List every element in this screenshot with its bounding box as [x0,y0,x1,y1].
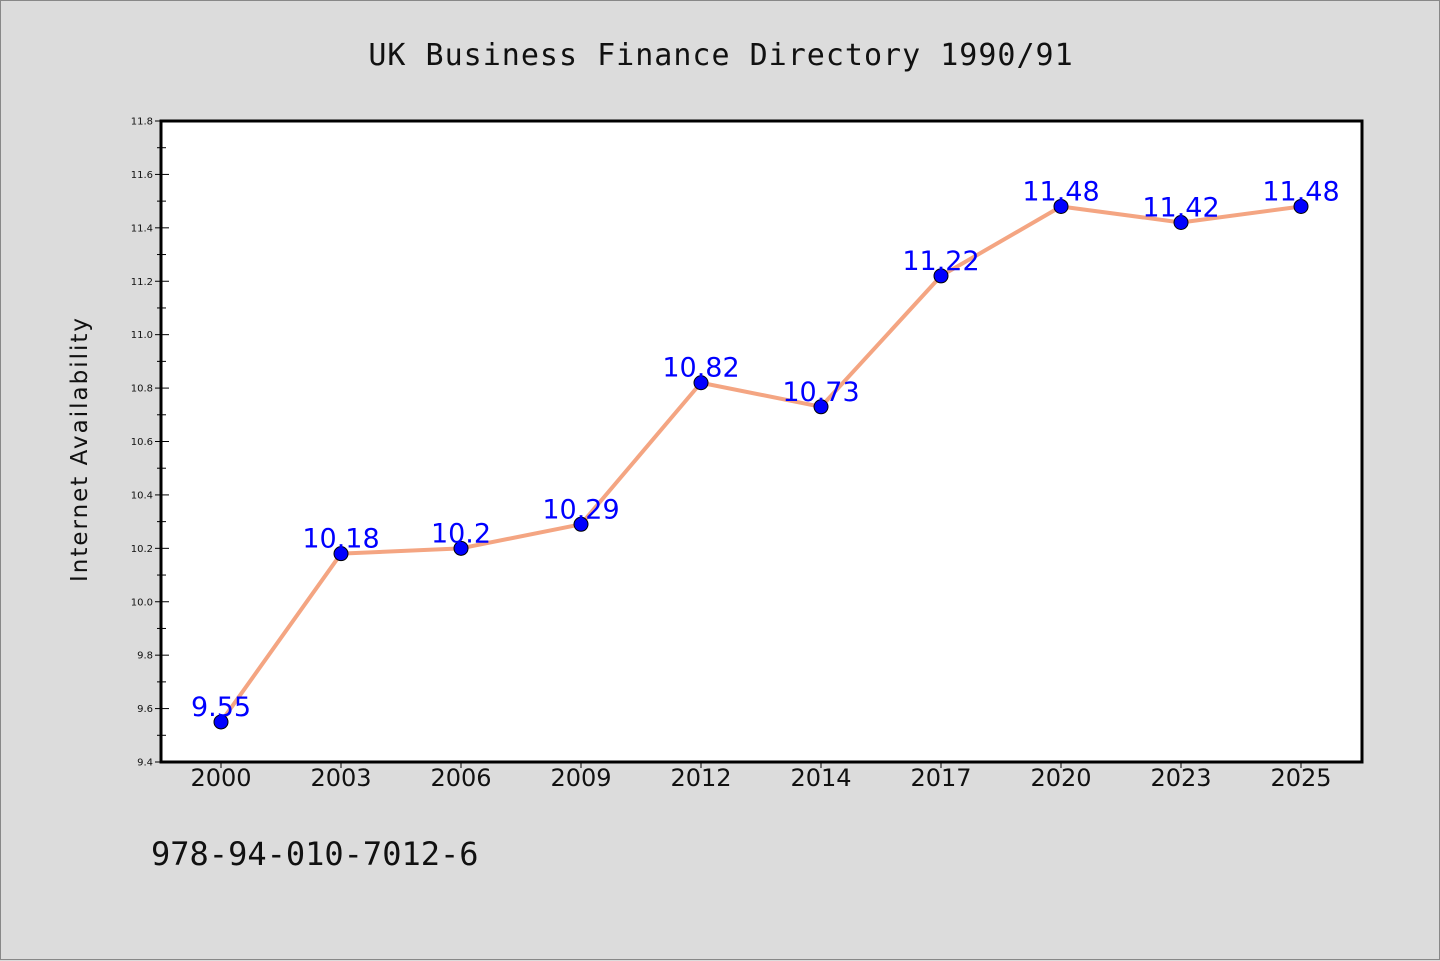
y-tick-label: 9.4 [137,758,153,769]
y-tick-label: 10.2 [131,544,153,555]
y-tick-label: 11.2 [131,277,153,288]
y-tick-label: 10.4 [131,490,153,501]
chart-title: UK Business Finance Directory 1990/91 [368,38,1073,73]
x-tick-label: 2014 [790,764,851,792]
data-point [573,516,589,532]
data-label: 10.82 [662,353,739,384]
data-point [813,399,829,415]
x-tick-label: 2006 [430,764,491,792]
data-point [1293,198,1309,214]
data-point [453,540,469,556]
y-tick-label: 9.6 [137,704,153,715]
x-tick-label: 2000 [190,764,251,792]
y-tick-label: 11.6 [131,170,153,181]
x-tick-label: 2020 [1030,764,1091,792]
data-label: 10.29 [542,494,619,525]
series-line [219,204,1303,724]
x-tick-label: 2012 [670,764,731,792]
data-point [1173,214,1189,230]
y-tick-label: 10.8 [131,384,153,395]
data-label: 10.18 [302,524,379,555]
x-tick-label: 2009 [550,764,611,792]
data-point [1053,198,1069,214]
series-layer [213,198,1309,730]
data-point [933,268,949,284]
data-point [333,546,349,562]
data-label: 10.73 [782,377,859,408]
data-label: 11.48 [1262,176,1339,207]
data-label: 11.48 [1022,176,1099,207]
plot-area [159,119,1364,764]
x-tick-label: 2003 [310,764,371,792]
y-tick-label: 11.0 [131,330,153,341]
data-label: 11.22 [902,246,979,277]
x-tick-label: 2023 [1150,764,1211,792]
x-axis-ticks: 2000 2003 2006 2009 2012 2014 2017 2020 2023 2025 [190,762,1332,792]
y-tick-label: 11.4 [131,223,153,234]
footer-isbn: 978-94-010-7012-6 [151,835,479,873]
x-tick-label: 2025 [1270,764,1331,792]
y-tick-label: 10.6 [131,437,153,448]
data-label: 11.42 [1142,192,1219,223]
data-label-layer: 9.55 10.18 10.2 10.29 10.82 10.73 11.22 11.48 11… [191,176,1340,722]
y-tick-label: 11.8 [131,117,153,128]
x-tick-label: 2017 [910,764,971,792]
data-point [213,714,229,730]
data-label: 10.2 [431,518,491,549]
y-axis-label: Internet Availability [67,316,93,582]
data-point [693,375,709,391]
y-tick-label: 9.8 [137,651,153,662]
y-axis-ticks: 9.4 9.6 9.8 10.0 10.2 10.4 10.6 10.8 11.0 11.2 11.… [131,117,169,769]
y-tick-label: 10.0 [131,597,153,608]
data-label: 9.55 [191,692,251,723]
